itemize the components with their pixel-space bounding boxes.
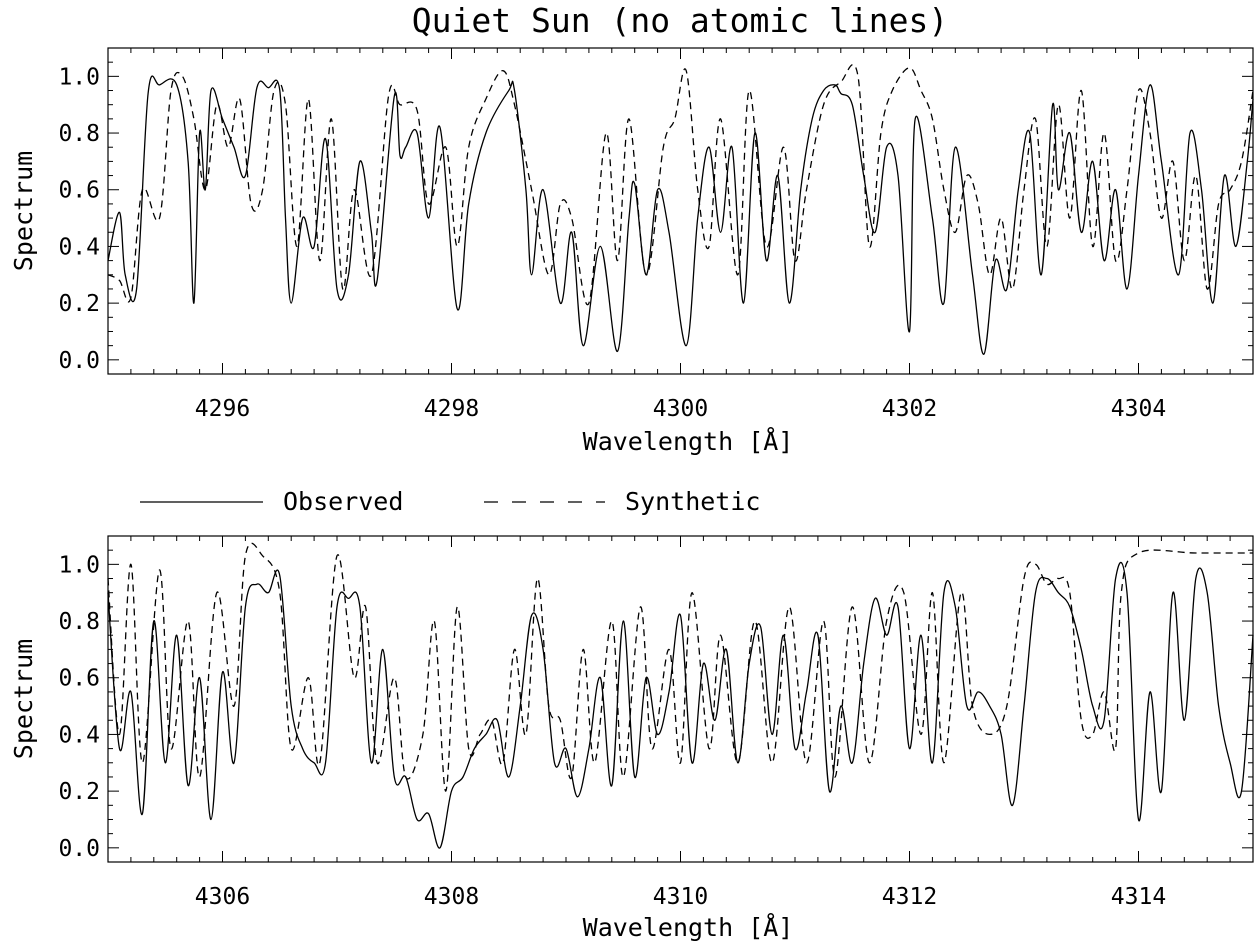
top-y-tick-label: 0.2 <box>58 291 100 317</box>
bottom-y-axis-label: Spectrum <box>9 639 38 759</box>
bottom-panel-series <box>107 542 1254 849</box>
top-x-tick-label: 4302 <box>882 396 937 422</box>
bottom-x-axis-label: Wavelength [Å] <box>583 913 794 942</box>
bottom-x-tick-label: 4312 <box>882 884 937 910</box>
top-x-tick-label: 4298 <box>424 396 479 422</box>
legend-synthetic-label: Synthetic <box>625 487 760 516</box>
bottom-y-tick-label: 0.6 <box>58 666 100 692</box>
top-y-tick-label: 0.0 <box>58 348 100 374</box>
bottom-y-tick-label: 0.2 <box>58 779 100 805</box>
bottom-panel: 4306 4308 4310 4312 4314 0.0 0.2 0.4 0.6 0.8 1.0 W… <box>9 535 1254 942</box>
top-y-tick-label: 1.0 <box>58 64 100 90</box>
top-x-axis-label: Wavelength [Å] <box>583 427 794 456</box>
bottom-y-tick-label: 1.0 <box>58 552 100 578</box>
bottom-x-tick-label: 4310 <box>653 884 708 910</box>
top-x-tick-label: 4300 <box>653 396 708 422</box>
bottom-series-observed <box>107 561 1254 849</box>
bottom-panel-ticks: 4306 4308 4310 4312 4314 0.0 0.2 0.4 0.6 0.8 1.0 <box>58 536 1254 910</box>
legend-observed-label: Observed <box>283 487 403 516</box>
bottom-series-synthetic <box>107 542 1253 792</box>
top-y-axis-label: Spectrum <box>9 151 38 271</box>
figure-title: Quiet Sun (no atomic lines) <box>412 1 948 40</box>
bottom-y-tick-label: 0.8 <box>58 609 100 635</box>
top-y-tick-label: 0.8 <box>58 121 100 147</box>
top-panel-ticks: 4296 4298 4300 4302 4304 0.0 0.2 0.4 0.6 0.8 1.0 <box>58 48 1254 422</box>
bottom-x-tick-label: 4314 <box>1111 884 1166 910</box>
top-x-tick-label: 4296 <box>195 396 250 422</box>
bottom-x-tick-label: 4308 <box>424 884 479 910</box>
bottom-panel-frame <box>107 535 1254 863</box>
top-series-observed <box>107 75 1254 355</box>
top-panel-series <box>107 63 1254 355</box>
top-series-synthetic <box>107 63 1254 306</box>
top-panel: 4296 4298 4300 4302 4304 0.0 0.2 0.4 0.6 0.8 1.0 W… <box>9 47 1254 456</box>
top-y-tick-label: 0.4 <box>58 234 100 260</box>
top-y-tick-label: 0.6 <box>58 178 100 204</box>
legend: Observed Synthetic <box>140 487 760 516</box>
bottom-y-tick-label: 0.4 <box>58 722 100 748</box>
bottom-x-tick-label: 4306 <box>195 884 250 910</box>
bottom-y-tick-label: 0.0 <box>58 836 100 862</box>
top-x-tick-label: 4304 <box>1111 396 1166 422</box>
